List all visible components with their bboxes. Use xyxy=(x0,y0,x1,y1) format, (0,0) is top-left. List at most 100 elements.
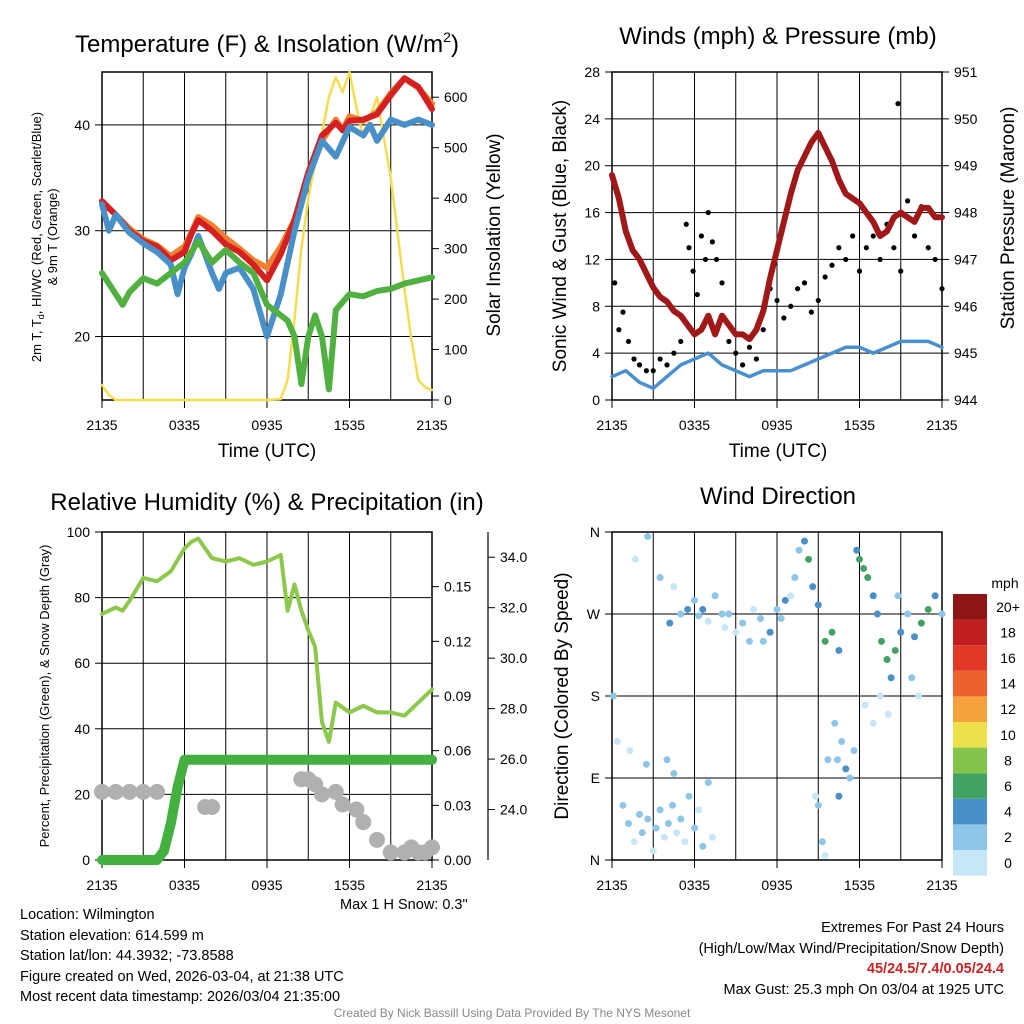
gust-point xyxy=(829,262,835,268)
y-tick-label: 40 xyxy=(74,117,90,133)
x-tick-label: 0935 xyxy=(251,417,282,433)
direction-point xyxy=(801,537,808,545)
credit-text: Created By Nick Bassill Using Data Provi… xyxy=(333,1006,691,1020)
x-tick-label: 0335 xyxy=(679,877,710,893)
gust-point xyxy=(625,338,632,345)
y-tick-label: 12 xyxy=(584,251,600,267)
direction-point xyxy=(704,779,712,787)
temperature-ylabel-left-line1: 2m T, Td, HI/WC (Red, Green, Scarlet/Blu… xyxy=(29,112,46,362)
snow-axis-tick-label: 30.0 xyxy=(500,650,527,666)
wind-panel: Winds (mph) & Pressure (mb) Time (UTC) S… xyxy=(550,23,1019,462)
snow-axis-tick-label: 28.0 xyxy=(500,701,527,717)
gust-point xyxy=(808,309,814,315)
legend-swatch xyxy=(953,619,987,646)
snow-axis-tick-label: 24.0 xyxy=(500,802,527,818)
gust-point xyxy=(683,221,689,227)
right-axis-tick-label: 100 xyxy=(444,342,468,358)
gust-point xyxy=(836,245,842,251)
legend-label: 12 xyxy=(1000,701,1016,717)
gust-point xyxy=(694,291,700,298)
direction-point xyxy=(846,774,854,782)
y-tick-label: 16 xyxy=(584,205,600,221)
right-axis-tick-label: 600 xyxy=(444,89,468,105)
direction-point xyxy=(766,628,774,636)
gust-point xyxy=(678,338,684,345)
precip-axis-tick-label: 0.03 xyxy=(444,797,471,813)
direction-point xyxy=(663,756,671,764)
direction-point xyxy=(746,637,753,645)
direction-point xyxy=(699,842,707,850)
direction-point xyxy=(911,633,918,641)
direction-point xyxy=(644,815,652,823)
y-tick-label: 28 xyxy=(584,64,600,80)
gust-point xyxy=(932,256,938,263)
x-tick-label: 2135 xyxy=(926,877,957,893)
x-tick-label: 2135 xyxy=(596,417,627,433)
x-tick-label: 0335 xyxy=(169,877,200,893)
direction-point xyxy=(664,820,672,828)
gust-point xyxy=(612,280,618,286)
wind-xlabel: Time (UTC) xyxy=(729,441,828,462)
series-precipitation xyxy=(97,754,437,865)
direction-point xyxy=(821,637,829,645)
y-tick-label: 30 xyxy=(74,223,90,239)
gust-point xyxy=(788,303,794,309)
gust-point xyxy=(671,350,677,356)
direction-point xyxy=(812,792,819,800)
y-tick-label: 20 xyxy=(74,786,90,802)
y-tick-label: 20 xyxy=(584,158,600,174)
legend-label: 6 xyxy=(1004,778,1012,794)
direction-point xyxy=(759,637,767,645)
x-tick-label: 2135 xyxy=(416,417,447,433)
x-tick-label: 2135 xyxy=(596,877,627,893)
gust-point xyxy=(726,338,732,345)
gust-point xyxy=(713,256,720,263)
direction-point xyxy=(673,829,681,837)
precip-axis-tick-label: 0.00 xyxy=(444,852,471,868)
snow-point xyxy=(314,786,330,803)
direction-point xyxy=(891,646,899,654)
right-axis-tick-label: 949 xyxy=(954,158,978,174)
direction-point xyxy=(757,615,764,623)
x-tick-label: 1535 xyxy=(844,877,875,893)
gust-point xyxy=(705,209,711,216)
gust-point xyxy=(781,315,787,321)
gust-point xyxy=(753,356,759,362)
direction-point xyxy=(824,756,832,764)
direction-point xyxy=(718,610,726,618)
right-axis-tick-label: 947 xyxy=(954,251,978,267)
direction-point xyxy=(915,692,923,700)
right-axis-tick-label: 946 xyxy=(954,298,978,314)
direction-point xyxy=(834,756,841,764)
direction-point xyxy=(904,610,912,618)
direction-point xyxy=(750,605,758,613)
extremes-info: Extremes For Past 24 Hours (High/Low/Max… xyxy=(699,918,1004,1000)
direction-point xyxy=(609,692,617,700)
direction-point xyxy=(938,610,946,618)
legend-label: 2 xyxy=(1004,829,1012,845)
legend-label: 0 xyxy=(1004,855,1012,871)
direction-point xyxy=(809,583,817,591)
wind-direction-ylabel: Direction (Colored By Speed) xyxy=(552,572,573,819)
snow-point xyxy=(355,814,372,831)
snow-point xyxy=(107,783,124,800)
gust-point xyxy=(870,233,876,239)
y-tick-label: N xyxy=(590,852,600,868)
y-tick-label: 24 xyxy=(584,111,600,127)
direction-point xyxy=(677,610,685,618)
legend-swatch xyxy=(953,798,987,825)
x-tick-label: 1535 xyxy=(844,417,875,433)
direction-point xyxy=(838,738,846,746)
direction-point xyxy=(821,851,829,859)
precip-axis-tick-label: 0.12 xyxy=(444,633,471,649)
x-tick-label: 0935 xyxy=(251,877,282,893)
direction-point xyxy=(787,592,795,600)
y-tick-label: 0 xyxy=(82,852,90,868)
legend-swatch xyxy=(953,722,987,748)
precip-axis-tick-label: 0.06 xyxy=(444,743,471,759)
direction-point xyxy=(631,555,639,563)
gust-point xyxy=(698,233,704,239)
right-axis-tick-label: 0 xyxy=(444,392,452,408)
elevation-text: Station elevation: 614.599 m xyxy=(20,927,204,944)
